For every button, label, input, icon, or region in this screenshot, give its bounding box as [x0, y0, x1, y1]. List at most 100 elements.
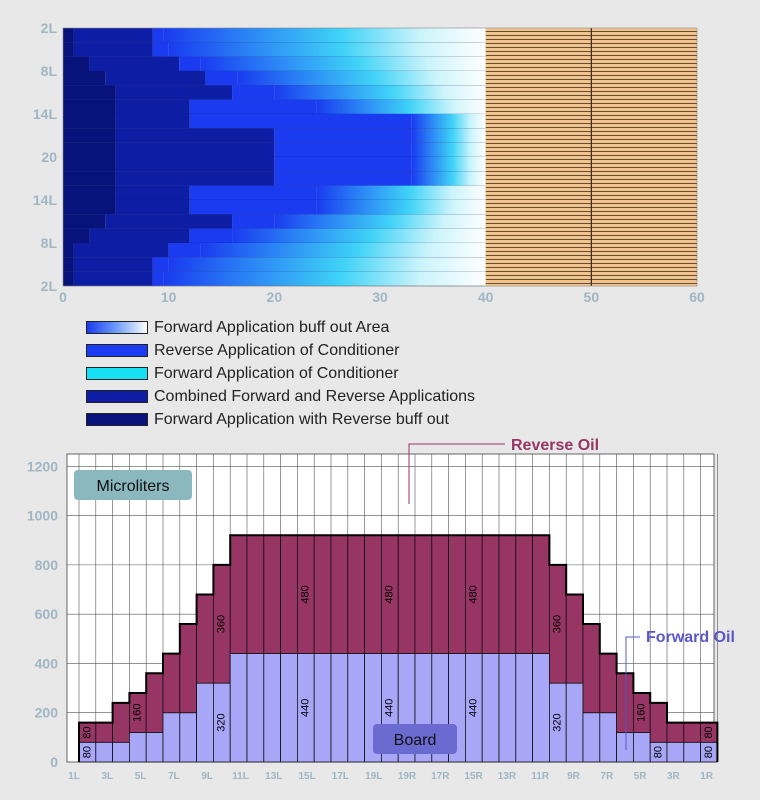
board-row — [63, 114, 486, 129]
x-tick-label: 9L — [201, 771, 213, 782]
bar-reverse-oil — [179, 623, 198, 714]
row-segment-reverse-buff-out — [63, 157, 116, 172]
row-segment-reverse — [232, 214, 275, 229]
bar-stack — [498, 534, 517, 763]
bar-forward-oil — [683, 741, 701, 763]
bar-forward-oil — [263, 653, 281, 763]
bar-forward-oil — [95, 741, 114, 763]
row-segment-reverse-buff-out — [63, 128, 116, 143]
bar-reverse-oil — [414, 534, 433, 654]
board-row — [63, 85, 486, 100]
bar-value-label: 320 — [216, 713, 228, 731]
bar-stack — [296, 534, 315, 763]
row-segment-reverse — [189, 200, 317, 215]
bar-reverse-oil — [498, 534, 517, 654]
row-segment-buff-out-fade — [411, 114, 486, 129]
bar-annotations: Microliters Board Reverse Oil Forward Oil — [74, 437, 735, 754]
bar-reverse-oil — [532, 534, 550, 654]
row-segment-reverse-buff-out — [63, 200, 116, 215]
row-segment-combined — [89, 228, 190, 243]
row-segment-combined — [115, 171, 275, 186]
legend-swatch-dark-blue — [86, 390, 148, 403]
board-application-heatmap: 2L 8L 14L 20 14L 8L 2L 0 10 20 30 40 50 60 — [33, 20, 705, 305]
row-segment-reverse — [189, 228, 233, 243]
bar-stack — [481, 534, 500, 763]
x-tick-label: 40 — [478, 289, 494, 305]
bar-forward-oil — [666, 741, 685, 763]
row-segment-reverse — [152, 257, 169, 272]
row-segment-reverse — [274, 128, 412, 143]
bar-forward-oil — [515, 653, 533, 763]
y-tick-label: 14L — [33, 192, 58, 208]
row-segment-reverse — [274, 142, 412, 157]
board-row — [63, 271, 486, 287]
row-segment-buff-out-fade — [163, 271, 486, 286]
bar-reverse-oil — [616, 672, 634, 733]
row-segment-reverse — [274, 171, 412, 186]
bar-reverse-oil — [683, 722, 701, 743]
row-segment-reverse-buff-out — [63, 214, 106, 229]
bar-stack — [128, 692, 147, 763]
board-row — [63, 128, 486, 143]
bar-reverse-oil — [112, 702, 130, 743]
legend-label: Combined Forward and Reverse Application… — [154, 387, 476, 405]
bar-forward-oil — [633, 732, 651, 763]
bar-value-label: 80 — [703, 726, 715, 738]
bar-value-label: 440 — [468, 699, 480, 717]
board-row — [63, 214, 486, 229]
x-tick-label: 15L — [298, 771, 315, 782]
x-tick-label: 7L — [168, 771, 180, 782]
bar-reverse-oil — [666, 722, 685, 743]
bar-value-label: 320 — [552, 713, 564, 731]
bar-value-label: 480 — [300, 585, 312, 603]
row-segment-reverse — [152, 271, 164, 286]
row-segment-buff-out-fade — [237, 71, 486, 86]
microliters-label: Microliters — [97, 478, 170, 495]
bar-forward-oil — [112, 741, 130, 763]
x-tick-label: 9R — [567, 771, 581, 782]
bar-stack — [196, 594, 214, 763]
bar-forward-oil — [599, 712, 617, 763]
bar-value-label: 160 — [132, 704, 144, 722]
bar-stack — [582, 623, 601, 763]
x-tick-label: 3L — [101, 771, 113, 782]
row-segment-buff-out-fade — [274, 214, 486, 229]
x-tick-label: 1R — [700, 771, 714, 782]
bar-stack — [666, 722, 685, 763]
bar-outline — [78, 534, 719, 762]
bar-stack — [633, 692, 651, 763]
bar-stack — [145, 672, 164, 763]
row-segment-combined — [89, 56, 180, 71]
legend-item-reverse-application: Reverse Application of Conditioner — [86, 339, 475, 362]
bar-stack — [212, 564, 231, 763]
bar-forward-oil — [162, 712, 181, 763]
row-segment-combined — [73, 243, 169, 258]
bar-forward-oil — [196, 682, 214, 763]
bar-value-label: 80 — [81, 726, 93, 738]
bar-value-label: 80 — [653, 746, 665, 758]
bar-reverse-oil — [246, 534, 265, 654]
row-segment-buff-out-fade — [200, 243, 486, 258]
bar-x-axis: 1L 3L 5L 7L 9L 11L 13L 15L 17L 19L 19R 17R 15R 13R 11R… — [68, 771, 714, 782]
x-tick-label: 3R — [667, 771, 681, 782]
row-segment-reverse-buff-out — [63, 28, 74, 43]
x-tick-label: 19L — [365, 771, 382, 782]
bar-value-label: 480 — [384, 585, 396, 603]
bar-forward-oil — [145, 732, 164, 763]
row-segment-reverse — [189, 99, 317, 114]
bar-stack — [700, 722, 718, 763]
x-tick-label: 13R — [498, 771, 517, 782]
row-segment-buff-out-fade — [274, 85, 486, 100]
y-tick-label: 8L — [41, 235, 58, 251]
x-tick-label: 13L — [265, 771, 282, 782]
board-row — [63, 71, 486, 86]
y-tick-label: 8L — [41, 63, 58, 79]
row-segment-combined — [115, 185, 190, 200]
row-segment-combined — [73, 28, 153, 43]
row-segment-combined — [115, 99, 190, 114]
x-tick-label: 60 — [689, 289, 705, 305]
bar-value-label: 360 — [552, 615, 564, 633]
legend-label: Forward Application with Reverse buff ou… — [154, 410, 449, 428]
bar-forward-oil — [179, 712, 198, 763]
bar-value-label: 160 — [636, 704, 648, 722]
